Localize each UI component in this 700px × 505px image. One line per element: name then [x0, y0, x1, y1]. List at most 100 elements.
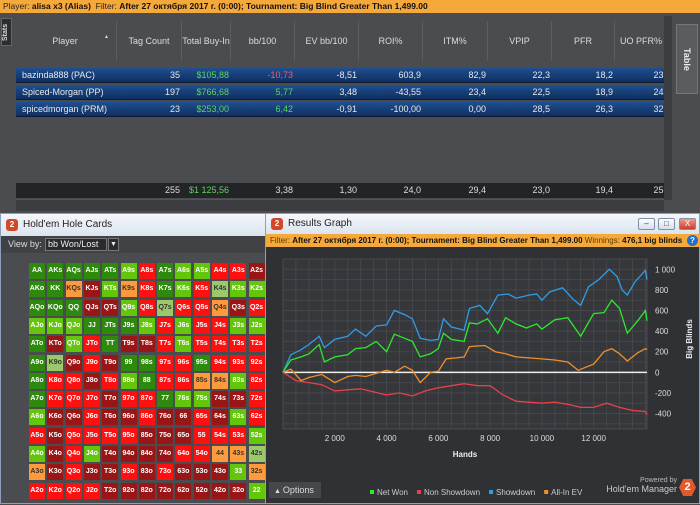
hole-card-cell[interactable]: 53s	[230, 427, 247, 444]
hole-card-cell[interactable]: A8s	[138, 263, 155, 279]
hole-card-cell[interactable]: 65o	[175, 427, 192, 444]
hole-card-cell[interactable]: A5s	[193, 263, 210, 279]
hole-card-cell[interactable]: 32o	[230, 482, 247, 499]
hole-card-cell[interactable]: 96s	[175, 354, 192, 371]
hole-card-cell[interactable]: A2o	[29, 482, 45, 499]
hole-card-cell[interactable]: JJ	[83, 317, 100, 334]
hole-card-cell[interactable]: 95o	[120, 427, 137, 444]
hole-card-cell[interactable]: AKs	[47, 263, 64, 279]
hole-card-cell[interactable]: 82o	[138, 482, 155, 499]
hole-card-cell[interactable]: QJo	[65, 317, 82, 334]
hole-card-cell[interactable]: 83s	[230, 372, 247, 389]
hole-card-cell[interactable]: K9s	[120, 281, 137, 298]
hole-card-cell[interactable]: KTs	[102, 281, 119, 298]
hole-card-cell[interactable]: 75s	[193, 391, 210, 408]
hole-card-cell[interactable]: T5o	[102, 427, 119, 444]
hole-card-cell[interactable]: 43s	[230, 446, 247, 462]
column-header[interactable]: EV bb/100	[295, 21, 359, 61]
hole-card-cell[interactable]: 73s	[230, 391, 247, 408]
hole-card-cell[interactable]: T2o	[102, 482, 119, 499]
hole-card-cell[interactable]: J9s	[120, 317, 137, 334]
hole-card-cell[interactable]: A4o	[29, 446, 45, 462]
hole-card-cell[interactable]: 87s	[157, 372, 174, 389]
hole-card-cell[interactable]: 66	[175, 409, 192, 426]
hole-card-cell[interactable]: Q2s	[248, 299, 265, 316]
hole-card-cell[interactable]: K4s	[212, 281, 228, 298]
hole-card-cell[interactable]: KTo	[47, 336, 64, 353]
hole-card-cell[interactable]: AJs	[83, 263, 100, 279]
hole-card-cell[interactable]: 99	[120, 354, 137, 371]
hole-card-cell[interactable]: 62s	[248, 409, 265, 426]
hole-card-cell[interactable]: 64s	[212, 409, 228, 426]
hole-card-cell[interactable]: J5o	[83, 427, 100, 444]
hole-card-cell[interactable]: AQs	[65, 263, 82, 279]
hole-cards-title-bar[interactable]: 2 Hold'em Hole Cards	[1, 214, 267, 236]
options-button[interactable]: ▲ Options	[269, 482, 321, 498]
hole-card-cell[interactable]: 94o	[120, 446, 137, 462]
hole-card-cell[interactable]: KQs	[65, 281, 82, 298]
hole-card-cell[interactable]: QTo	[65, 336, 82, 353]
view-by-select[interactable]: bb Won/Lost ▼	[45, 238, 119, 251]
column-header[interactable]: Player	[14, 21, 117, 61]
results-graph-title-bar[interactable]: 2 Results Graph – □ X	[266, 214, 699, 234]
hole-card-cell[interactable]: 63o	[175, 464, 192, 481]
hole-card-cell[interactable]: 43o	[212, 464, 228, 481]
hole-card-cell[interactable]: J4s	[212, 317, 228, 334]
hole-card-cell[interactable]: Q2o	[65, 482, 82, 499]
hole-card-cell[interactable]: A7o	[29, 391, 45, 408]
hole-card-cell[interactable]: KJs	[83, 281, 100, 298]
hole-card-cell[interactable]: J6o	[83, 409, 100, 426]
hole-card-cell[interactable]: 76s	[175, 391, 192, 408]
column-header[interactable]: VPIP	[488, 21, 552, 61]
hole-card-cell[interactable]: QQ	[65, 299, 82, 316]
hole-card-cell[interactable]: 98o	[120, 372, 137, 389]
hole-card-cell[interactable]: 77	[157, 391, 174, 408]
hole-card-cell[interactable]: A3s	[230, 263, 247, 279]
table-row[interactable]: spicedmorgan (PRM) 23 $253,00 6,42 -0,91 -100…	[16, 102, 668, 117]
hole-card-cell[interactable]: 86o	[138, 409, 155, 426]
hole-card-cell[interactable]: T4s	[212, 336, 228, 353]
hole-card-cell[interactable]: Q8o	[65, 372, 82, 389]
hole-card-cell[interactable]: 97s	[157, 354, 174, 371]
hole-card-cell[interactable]: 72s	[248, 391, 265, 408]
hole-card-cell[interactable]: 75o	[157, 427, 174, 444]
hole-card-cell[interactable]: 83o	[138, 464, 155, 481]
hole-card-cell[interactable]: 53o	[193, 464, 210, 481]
hole-card-cell[interactable]: 92o	[120, 482, 137, 499]
hole-card-cell[interactable]: 93o	[120, 464, 137, 481]
hole-card-cell[interactable]: K8o	[47, 372, 64, 389]
hole-card-cell[interactable]: 74s	[212, 391, 228, 408]
hole-card-cell[interactable]: K5o	[47, 427, 64, 444]
hole-card-cell[interactable]: J2o	[83, 482, 100, 499]
close-button[interactable]: X	[679, 218, 696, 230]
hole-card-cell[interactable]: Q6o	[65, 409, 82, 426]
hole-card-cell[interactable]: 82s	[248, 372, 265, 389]
hole-card-cell[interactable]: K7o	[47, 391, 64, 408]
hole-card-cell[interactable]: K6s	[175, 281, 192, 298]
hole-card-cell[interactable]: 97o	[120, 391, 137, 408]
hole-card-cell[interactable]: T6s	[175, 336, 192, 353]
hole-card-cell[interactable]: AKo	[29, 281, 45, 298]
hole-card-cell[interactable]: Q7s	[157, 299, 174, 316]
hole-card-cell[interactable]: J4o	[83, 446, 100, 462]
hole-card-cell[interactable]: 85s	[193, 372, 210, 389]
hole-card-cell[interactable]: 44	[212, 446, 228, 462]
hole-card-cell[interactable]: K9o	[47, 354, 64, 371]
hole-card-cell[interactable]: K2o	[47, 482, 64, 499]
column-header[interactable]: ROI%	[359, 21, 423, 61]
hole-card-cell[interactable]: 22	[248, 482, 265, 499]
hole-card-cell[interactable]: 62o	[175, 482, 192, 499]
hole-card-cell[interactable]: Q4o	[65, 446, 82, 462]
hole-card-cell[interactable]: QTs	[102, 299, 119, 316]
table-row[interactable]: Spiced-Morgan (PP) 197 $766,68 5,77 3,48 -43,…	[16, 85, 668, 100]
hole-card-cell[interactable]: J8s	[138, 317, 155, 334]
hole-card-cell[interactable]: T5s	[193, 336, 210, 353]
hole-card-cell[interactable]: J8o	[83, 372, 100, 389]
hole-card-cell[interactable]: 76o	[157, 409, 174, 426]
hole-card-cell[interactable]: 96o	[120, 409, 137, 426]
hole-card-cell[interactable]: Q8s	[138, 299, 155, 316]
hole-card-cell[interactable]: J5s	[193, 317, 210, 334]
hole-card-cell[interactable]: 94s	[212, 354, 228, 371]
hole-card-cell[interactable]: AQo	[29, 299, 45, 316]
column-header[interactable]: Total Buy-In	[182, 21, 231, 61]
